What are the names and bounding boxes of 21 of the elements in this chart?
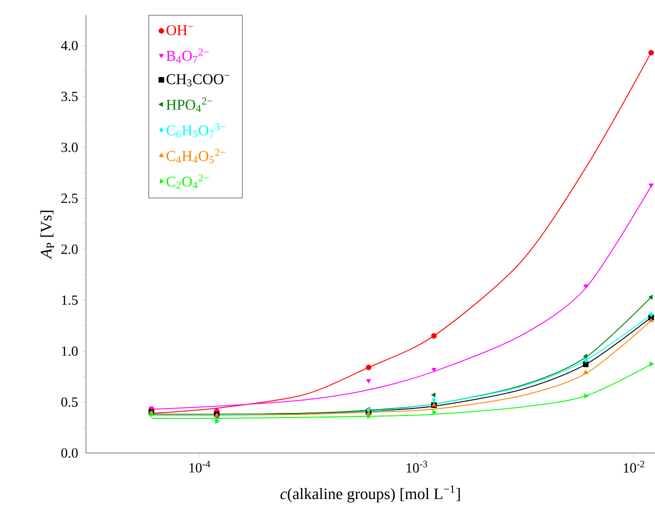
x-axis-title: c(alkaline groups) [mol L$^{−1}$] bbox=[280, 485, 460, 502]
legend-label: B$_{4}$O$_{7}$2− bbox=[166, 48, 209, 63]
x-tick-label: 10$^{-2}$ bbox=[624, 460, 644, 473]
y-tick-label: 1.0 bbox=[62, 346, 78, 356]
legend-label: C$_{4}$H$_{4}$O$_{5}$2− bbox=[166, 148, 226, 164]
legend-label: CH$_{3}$COO$^{−}$ bbox=[166, 74, 230, 86]
y-tick-label: 0.5 bbox=[61, 397, 78, 407]
legend-label: C$_{2}$O$_{4}$2− bbox=[166, 174, 209, 189]
y-tick-label: 1.5 bbox=[62, 295, 78, 305]
y-tick-label: 3.5 bbox=[61, 92, 78, 102]
y-tick-label: 0.0 bbox=[61, 448, 78, 458]
y-tick-label: 2.0 bbox=[61, 244, 78, 254]
legend-label: HPO$_{4}$2− bbox=[166, 98, 212, 112]
y-tick-label: 2.5 bbox=[61, 194, 78, 204]
legend-label: OH$^{−}$ bbox=[166, 25, 193, 36]
legend-label: C$_{6}$H$_{5}$O$_{7}$3− bbox=[166, 123, 226, 138]
x-tick-label: 10$^{-3}$ bbox=[406, 460, 428, 473]
x-tick-label: 10$^{-4}$ bbox=[189, 460, 210, 473]
y-tick-label: 3.0 bbox=[61, 142, 78, 152]
y-axis-title: A$_{P}$ [Vs] bbox=[40, 210, 54, 260]
y-tick-label: 4.0 bbox=[61, 40, 78, 50]
